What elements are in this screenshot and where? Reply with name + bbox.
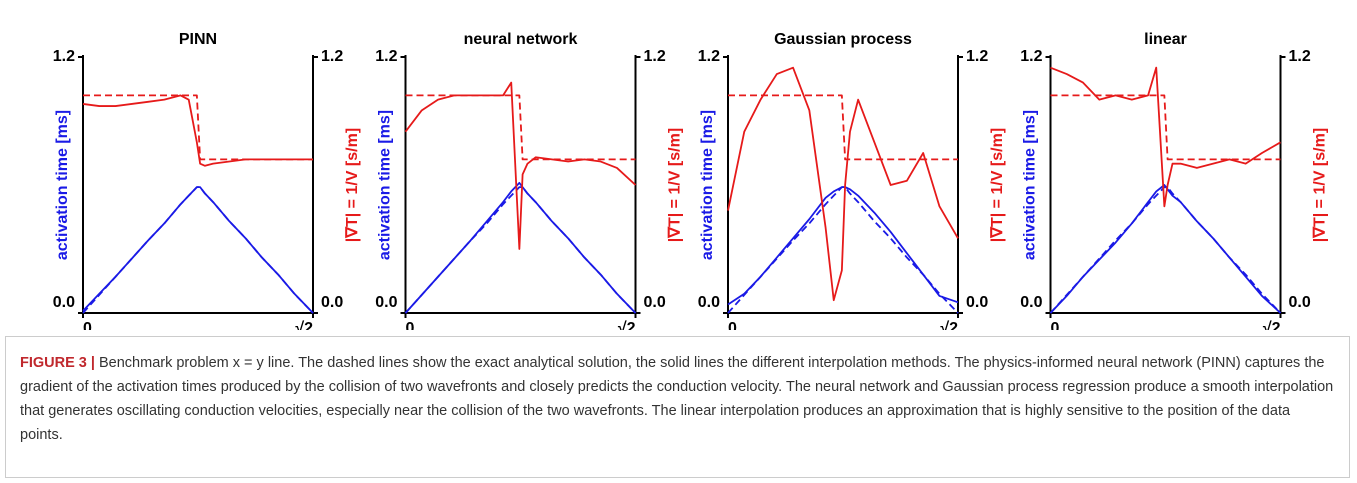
y2-axis-label: |∇T| = 1/V [s/m]	[667, 128, 684, 242]
y2-tick-label: 0.0	[966, 294, 988, 311]
interp-line	[404, 181, 637, 314]
y2-tick-label: 1.2	[966, 48, 988, 65]
y-axis-label: activation time [ms]	[54, 110, 71, 260]
chart-title: neural network	[464, 31, 578, 48]
chart-title: Gaussian process	[774, 31, 912, 48]
interp-line	[1050, 66, 1281, 208]
y2-tick-label: 1.2	[321, 48, 343, 65]
y2-tick-label: 0.0	[644, 294, 666, 311]
y-tick-label: 1.2	[1020, 48, 1042, 65]
y2-axis-label: |∇T| = 1/V [s/m]	[989, 128, 1006, 242]
exact-line	[405, 94, 636, 161]
exact-line	[1049, 186, 1282, 314]
y-tick-label: 1.2	[53, 48, 75, 65]
x-tick-label: √2	[295, 320, 313, 330]
caption-text: Benchmark problem x = y line. The dashed…	[20, 355, 1334, 443]
x-tick-label: 0	[83, 320, 92, 330]
y2-tick-label: 0.0	[321, 294, 343, 311]
x-tick-label: 0	[406, 320, 415, 330]
y-axis-label: activation time [ms]	[699, 110, 716, 260]
x-tick-label: √2	[940, 320, 958, 330]
y2-tick-label: 0.0	[1289, 294, 1311, 311]
chart-title: linear	[1144, 31, 1187, 48]
x-tick-label: √2	[618, 320, 636, 330]
y2-axis-label: |∇T| = 1/V [s/m]	[344, 128, 361, 242]
caption: FIGURE 3 | Benchmark problem x = y line.…	[5, 336, 1350, 478]
chart-title: PINN	[179, 31, 217, 48]
x-tick-label: 0	[1051, 320, 1060, 330]
interp-line	[404, 81, 637, 250]
y-axis-label: activation time [ms]	[377, 110, 394, 260]
exact-line	[1050, 94, 1281, 161]
y-tick-label: 0.0	[375, 294, 397, 311]
x-tick-label: 0	[728, 320, 737, 330]
y-tick-label: 0.0	[1020, 294, 1042, 311]
y-axis-label: activation time [ms]	[1022, 110, 1039, 260]
interp-line	[727, 186, 959, 306]
y-tick-label: 1.2	[698, 48, 720, 65]
figure: PINN 0.0 1.2 0.0 1.2 0 √2 activation time [ms] |…	[53, 31, 1329, 330]
interp-line	[82, 186, 314, 314]
exact-line	[82, 186, 314, 314]
y2-tick-label: 1.2	[644, 48, 666, 65]
exact-line	[728, 94, 958, 161]
interp-line	[727, 66, 959, 302]
x-tick-label: √2	[1263, 320, 1281, 330]
y-tick-label: 0.0	[53, 294, 75, 311]
y-tick-label: 0.0	[698, 294, 720, 311]
y-tick-label: 1.2	[375, 48, 397, 65]
caption-label: FIGURE 3 |	[20, 355, 95, 371]
y2-axis-label: |∇T| = 1/V [s/m]	[1312, 128, 1329, 242]
interp-line	[1049, 184, 1282, 314]
interp-line	[82, 94, 313, 167]
y2-tick-label: 1.2	[1289, 48, 1311, 65]
